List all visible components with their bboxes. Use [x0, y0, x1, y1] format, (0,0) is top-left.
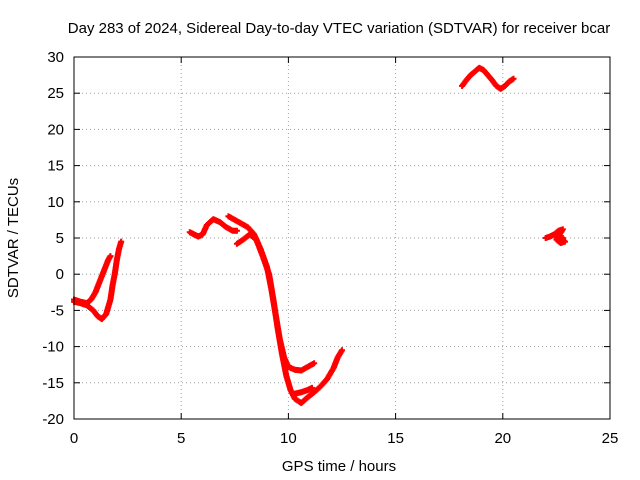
y-tick-label: 0: [56, 266, 64, 283]
x-tick-labels: 0 5 10 15 20 25: [70, 430, 619, 447]
chart-title: Day 283 of 2024, Sidereal Day-to-day VTE…: [68, 20, 610, 37]
series-arc-7: [459, 64, 517, 92]
series-arc-3: [186, 216, 240, 240]
series-arc-5: [233, 231, 345, 407]
y-tick-label: -5: [51, 302, 64, 319]
x-tick-label: 5: [177, 430, 185, 447]
series-arc-2: [71, 253, 114, 307]
x-tick-label: 10: [280, 430, 297, 447]
x-tick-label: 0: [70, 430, 78, 447]
plot-frame: [73, 56, 611, 420]
series-arc-6: [291, 384, 315, 397]
y-tick-label: -10: [42, 339, 64, 356]
y-tick-label: -20: [42, 411, 64, 428]
x-axis-label: GPS time / hours: [282, 458, 396, 475]
data-points: [71, 64, 568, 407]
y-tick-label: 25: [47, 85, 64, 102]
y-tick-label: 30: [47, 49, 64, 66]
x-tick-label: 25: [602, 430, 619, 447]
x-tick-label: 20: [494, 430, 511, 447]
y-tick-label: 5: [56, 230, 64, 247]
y-tick-label: 20: [47, 121, 64, 138]
x-tick-label: 15: [387, 430, 404, 447]
y-tick-labels: -20 -15 -10 -5 0 5 10 15 20 25 30: [42, 49, 64, 428]
series-arc-8: [542, 226, 568, 247]
y-tick-label: 15: [47, 158, 64, 175]
series-arc-1: [71, 238, 125, 323]
y-axis-label: SDTVAR / TECUs: [5, 178, 22, 298]
gridlines: [74, 57, 610, 419]
y-tick-label: 10: [47, 194, 64, 211]
y-tick-label: -15: [42, 375, 64, 392]
